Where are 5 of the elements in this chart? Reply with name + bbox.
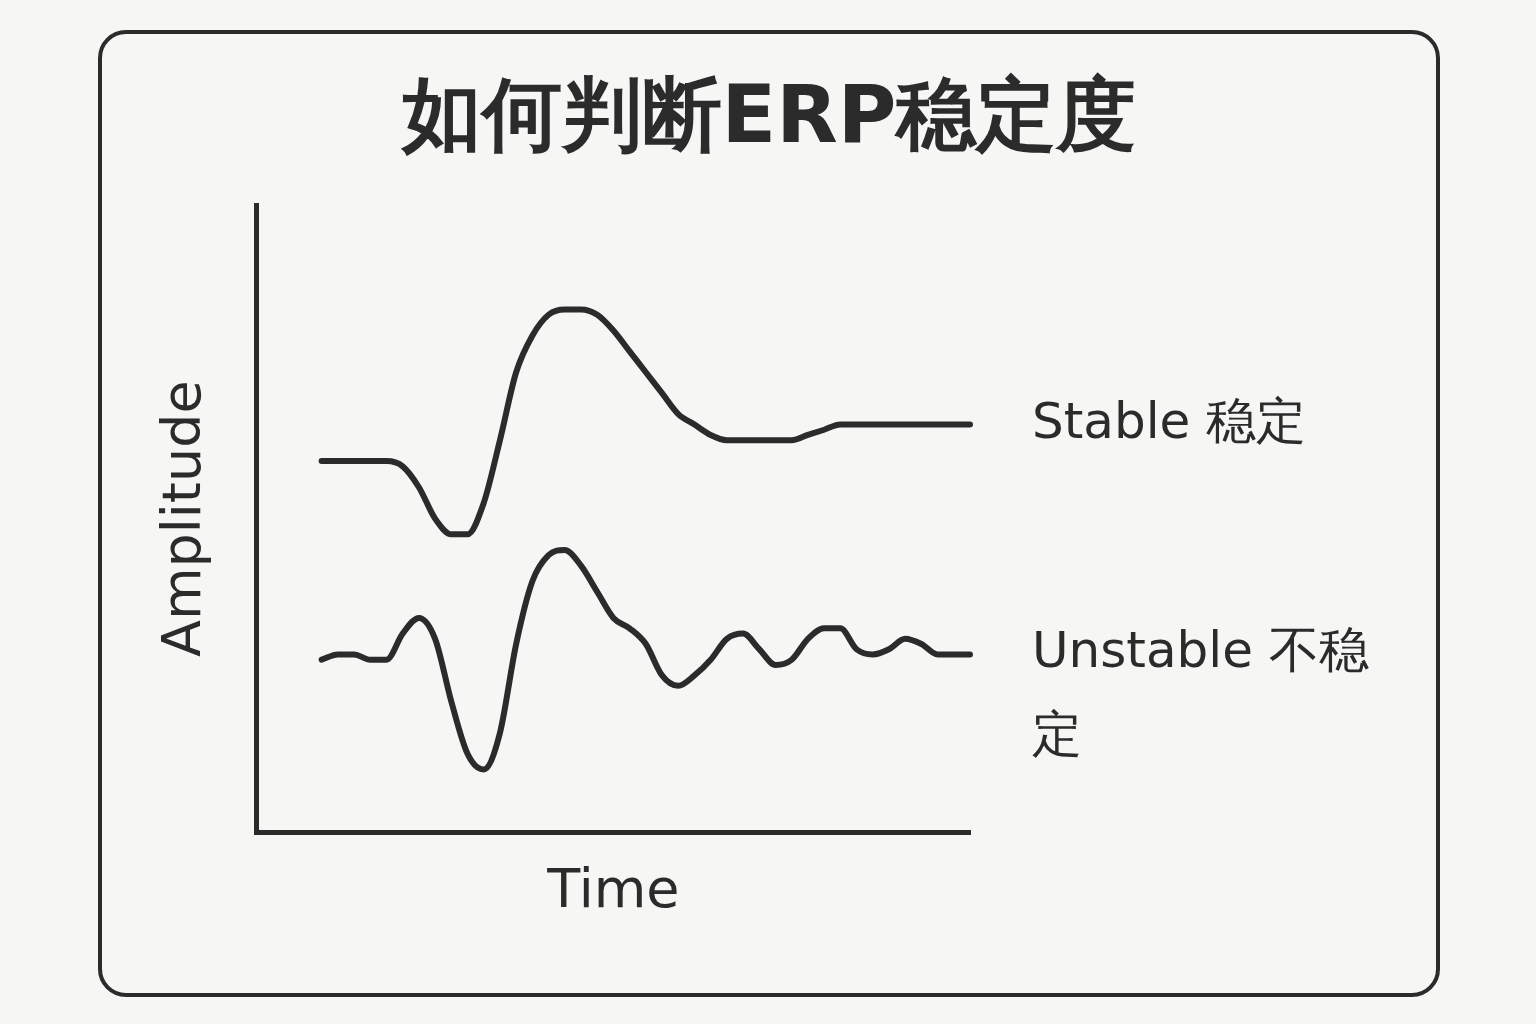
x-axis-title: Time <box>546 856 680 920</box>
series-label: Stable 稳定 <box>1032 391 1307 450</box>
chart-title: 如何判断ERP稳定度 <box>400 67 1138 163</box>
y-axis-title: Amplitude <box>150 380 214 657</box>
series-label: Unstable 不稳定 <box>1032 621 1369 764</box>
